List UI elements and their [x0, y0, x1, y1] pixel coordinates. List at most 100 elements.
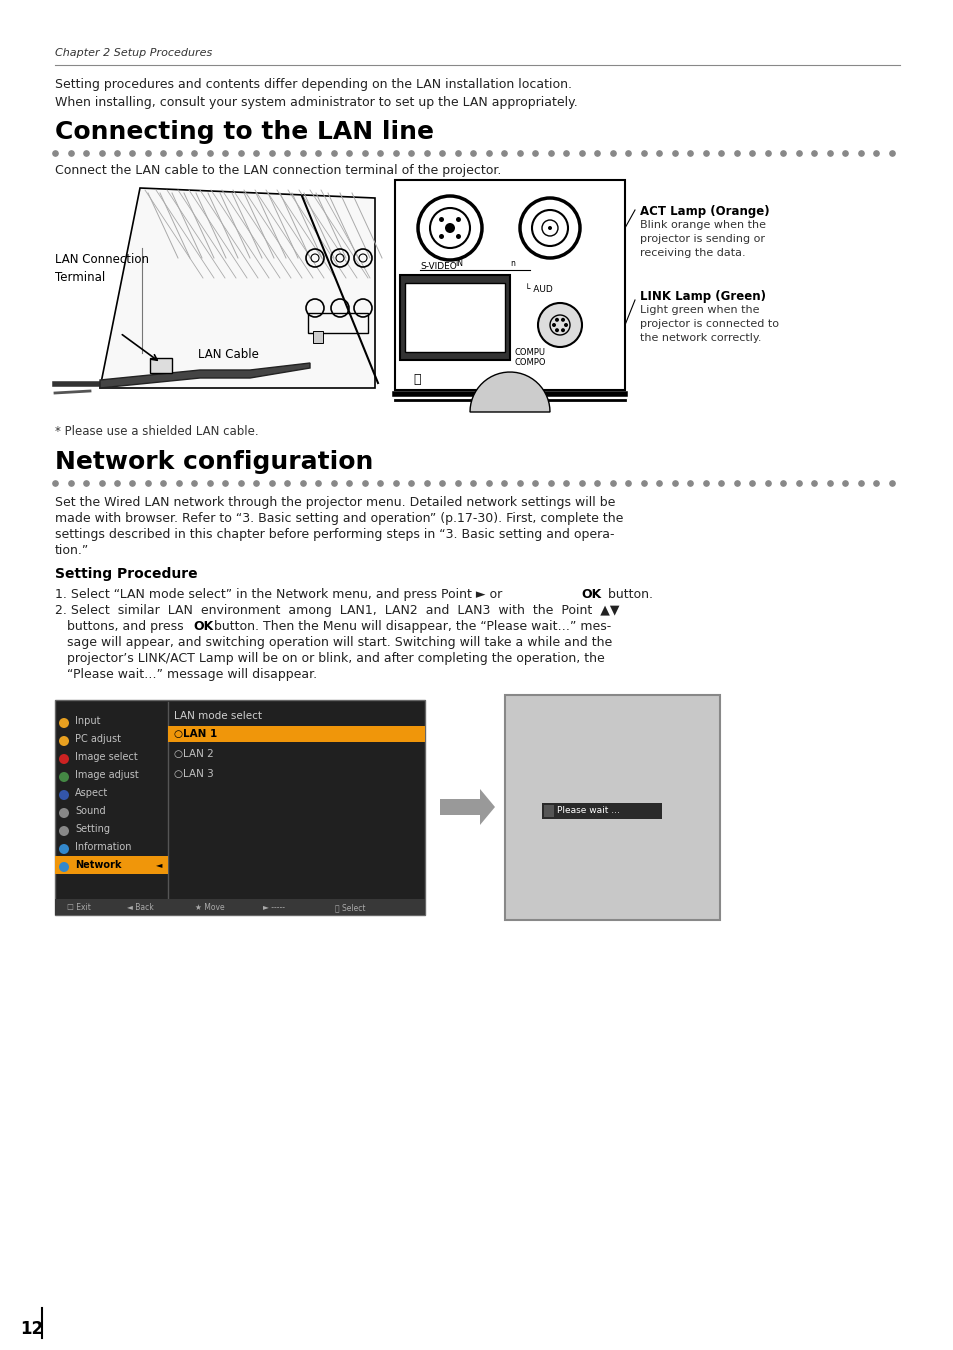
Text: ⓞ Select: ⓞ Select	[335, 903, 365, 913]
Text: When installing, consult your system administrator to set up the LAN appropriate: When installing, consult your system adm…	[55, 96, 578, 109]
Text: 2. Select  similar  LAN  environment  among  LAN1,  LAN2  and  LAN3  with  the  : 2. Select similar LAN environment among …	[55, 603, 618, 617]
Text: Network: Network	[75, 860, 121, 869]
Circle shape	[438, 217, 443, 221]
Text: └ AUD: └ AUD	[524, 285, 552, 294]
Text: made with browser. Refer to “3. Basic setting and operation” (p.17-30). First, c: made with browser. Refer to “3. Basic se…	[55, 512, 622, 525]
Text: LAN Cable: LAN Cable	[198, 348, 258, 360]
Bar	[313, 331, 323, 343]
Text: Image select: Image select	[75, 752, 137, 761]
Text: ☐ Exit: ☐ Exit	[67, 903, 91, 913]
Text: Setting Procedure: Setting Procedure	[55, 567, 197, 580]
Text: PC adjust: PC adjust	[75, 734, 121, 744]
Bar	[504, 695, 720, 919]
Text: 1. Select “LAN mode select” in the Network menu, and press Point ► or: 1. Select “LAN mode select” in the Netwo…	[55, 589, 506, 601]
Circle shape	[59, 790, 69, 801]
Text: Input: Input	[75, 716, 100, 726]
Bar	[55, 701, 424, 915]
Circle shape	[555, 328, 558, 332]
Bar	[405, 284, 504, 352]
Text: ○LAN 2: ○LAN 2	[173, 749, 213, 759]
Text: tion.”: tion.”	[55, 544, 90, 558]
Text: COMPU: COMPU	[515, 348, 545, 356]
Circle shape	[417, 196, 481, 261]
Bar	[543, 805, 554, 817]
Circle shape	[59, 772, 69, 782]
Text: settings described in this chapter before performing steps in “3. Basic setting : settings described in this chapter befor…	[55, 528, 614, 541]
Circle shape	[59, 863, 69, 872]
Text: ► -----: ► -----	[263, 903, 285, 913]
Text: LAN mode select: LAN mode select	[173, 711, 262, 721]
Circle shape	[59, 755, 69, 764]
Text: projector is connected to: projector is connected to	[639, 319, 779, 329]
Text: LINK Lamp (Green): LINK Lamp (Green)	[639, 290, 765, 302]
Text: Image adjust: Image adjust	[75, 769, 138, 780]
Text: n: n	[510, 259, 515, 269]
Text: S-VIDEO: S-VIDEO	[419, 262, 456, 271]
Text: OK: OK	[580, 589, 600, 601]
Polygon shape	[100, 363, 310, 387]
Text: sage will appear, and switching operation will start. Switching will take a whil: sage will appear, and switching operatio…	[55, 636, 612, 649]
Text: Blink orange when the: Blink orange when the	[639, 220, 765, 230]
Circle shape	[438, 234, 443, 239]
Text: 12: 12	[20, 1320, 43, 1338]
Circle shape	[59, 718, 69, 728]
Circle shape	[444, 223, 455, 234]
Text: COMPO: COMPO	[515, 358, 546, 367]
Bar	[395, 180, 624, 390]
Text: Set the Wired LAN network through the projector menu. Detailed network settings : Set the Wired LAN network through the pr…	[55, 495, 615, 509]
Circle shape	[456, 234, 460, 239]
Text: IN: IN	[455, 259, 462, 269]
Bar	[55, 856, 168, 873]
Circle shape	[560, 317, 564, 321]
Text: “Please wait…” message will disappear.: “Please wait…” message will disappear.	[55, 668, 316, 680]
Text: Information: Information	[75, 842, 132, 852]
Text: ○LAN 3: ○LAN 3	[173, 769, 213, 779]
Circle shape	[537, 302, 581, 347]
Text: Connecting to the LAN line: Connecting to the LAN line	[55, 120, 434, 144]
Bar	[55, 899, 424, 915]
Text: 品: 品	[413, 373, 420, 386]
Bar	[168, 726, 424, 743]
Circle shape	[59, 809, 69, 818]
Text: LAN Connection
Terminal: LAN Connection Terminal	[55, 252, 149, 284]
Text: Connect the LAN cable to the LAN connection terminal of the projector.: Connect the LAN cable to the LAN connect…	[55, 163, 501, 177]
Circle shape	[59, 736, 69, 747]
Text: ◄: ◄	[156, 860, 162, 869]
Polygon shape	[100, 188, 375, 387]
Circle shape	[59, 826, 69, 836]
Circle shape	[555, 317, 558, 321]
Circle shape	[547, 225, 552, 230]
Text: Please wait ...: Please wait ...	[557, 806, 619, 815]
Circle shape	[563, 323, 567, 327]
Text: projector’s LINK/ACT Lamp will be on or blink, and after completing the operatio: projector’s LINK/ACT Lamp will be on or …	[55, 652, 604, 666]
Bar	[150, 358, 172, 373]
Circle shape	[560, 328, 564, 332]
Polygon shape	[439, 788, 495, 825]
Text: ACT Lamp (Orange): ACT Lamp (Orange)	[639, 205, 769, 217]
Text: buttons, and press: buttons, and press	[55, 620, 188, 633]
Bar	[399, 275, 510, 360]
Circle shape	[456, 217, 460, 221]
Text: Sound: Sound	[75, 806, 106, 815]
Text: Setting: Setting	[75, 824, 110, 834]
Text: Light green when the: Light green when the	[639, 305, 759, 315]
Text: OK: OK	[193, 620, 213, 633]
Text: ★ Move: ★ Move	[194, 903, 224, 913]
Text: * Please use a shielded LAN cable.: * Please use a shielded LAN cable.	[55, 425, 258, 437]
Text: ◄ Back: ◄ Back	[127, 903, 153, 913]
Circle shape	[59, 844, 69, 855]
Text: Network configuration: Network configuration	[55, 450, 373, 474]
Text: button.: button.	[603, 589, 652, 601]
Text: Setting procedures and contents differ depending on the LAN installation locatio: Setting procedures and contents differ d…	[55, 78, 572, 90]
Bar	[541, 803, 661, 819]
Text: projector is sending or: projector is sending or	[639, 234, 764, 244]
Text: receiving the data.: receiving the data.	[639, 248, 745, 258]
Circle shape	[552, 323, 556, 327]
Text: Chapter 2 Setup Procedures: Chapter 2 Setup Procedures	[55, 49, 212, 58]
Bar	[308, 313, 368, 333]
Polygon shape	[470, 373, 550, 412]
Text: button. Then the Menu will disappear, the “Please wait…” mes-: button. Then the Menu will disappear, th…	[210, 620, 611, 633]
Circle shape	[519, 198, 579, 258]
Text: ○LAN 1: ○LAN 1	[173, 729, 217, 738]
Text: Aspect: Aspect	[75, 788, 108, 798]
